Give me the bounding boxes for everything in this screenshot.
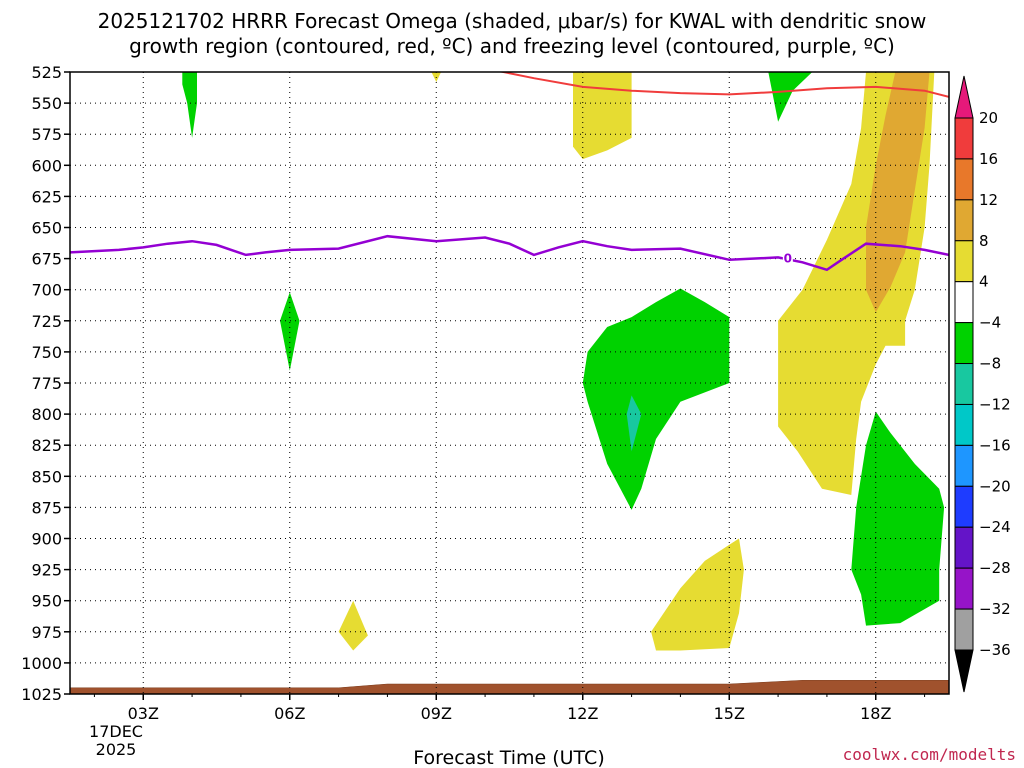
colorbar: 20 16 12 8 4 −4 −8 −12 −16 −20 −24 −28 −32 −36 — [954, 75, 1011, 693]
x-tick-label: 15Z — [714, 704, 745, 723]
colorbar-label: 12 — [979, 191, 998, 209]
colorbar-band — [954, 322, 974, 365]
y-tick-label: 925 — [31, 561, 62, 580]
dgz-contour-line — [498, 72, 949, 98]
omega-region-yellow-c — [573, 72, 632, 160]
x-axis-title: Forecast Time (UTC) — [413, 747, 604, 768]
y-tick-label: 825 — [31, 436, 62, 455]
y-tick-label: 525 — [31, 63, 62, 82]
colorbar-band — [954, 485, 974, 528]
omega-region-green-c — [582, 288, 730, 510]
colorbar-band — [954, 199, 974, 242]
y-tick-label: 950 — [31, 592, 62, 611]
y-tick-label: 975 — [31, 623, 62, 642]
colorbar-band — [954, 363, 974, 405]
colorbar-bottom-arrow — [954, 649, 974, 693]
omega-region-orange-a — [866, 72, 930, 313]
colorbar-label: −16 — [979, 436, 1011, 454]
colorbar-band — [954, 567, 974, 610]
y-tick-label: 675 — [31, 250, 62, 269]
y-tick-label: 850 — [31, 467, 62, 486]
terrain-fill — [70, 680, 949, 694]
x-tick-label: 09Z — [421, 704, 452, 723]
colorbar-band — [954, 403, 974, 446]
y-tick-label: 1000 — [21, 654, 62, 673]
colorbar-top-arrow — [954, 75, 974, 119]
omega-region-green-a — [182, 72, 197, 138]
omega-region-green-e — [851, 411, 945, 626]
y-tick-label: 600 — [31, 156, 62, 175]
colorbar-label: −36 — [979, 641, 1011, 659]
colorbar-band — [954, 240, 974, 283]
y-tick-label: 725 — [31, 312, 62, 331]
colorbar-band — [954, 117, 974, 160]
date-label-year: 2025 — [96, 740, 137, 759]
colorbar-band — [954, 526, 974, 569]
grid — [70, 72, 949, 694]
contour-lines: 0 — [70, 72, 949, 272]
freezing-level-label: 0 — [784, 252, 792, 266]
y-tick-label: 1025 — [21, 685, 62, 704]
y-tick-label: 575 — [31, 125, 62, 144]
colorbar-band — [954, 158, 974, 201]
x-tick-label: 03Z — [128, 704, 159, 723]
y-tick-label: 700 — [31, 281, 62, 300]
title-line-2: growth region (contoured, red, ºC) and f… — [129, 34, 895, 58]
colorbar-label: −24 — [979, 518, 1011, 536]
date-label-day: 17DEC — [89, 722, 143, 741]
omega-region-teal-a — [626, 395, 642, 452]
colorbar-label: −20 — [979, 477, 1011, 495]
colorbar-label: −4 — [979, 314, 1001, 332]
omega-shading — [70, 72, 949, 694]
colorbar-label: 20 — [979, 109, 998, 127]
omega-region-green-d — [768, 72, 813, 122]
y-axis: 525 550 575 600 625 650 675 700 725 750 775 800 825 8… — [21, 63, 70, 704]
credit-link[interactable]: coolwx.com/modelts — [843, 745, 1016, 764]
y-tick-label: 900 — [31, 530, 62, 549]
colorbar-label: −8 — [979, 355, 1001, 373]
x-axis: 03Z 06Z 09Z 12Z 15Z 18Z — [93, 694, 926, 723]
freezing-level-line — [70, 234, 949, 272]
freezing-label-bg — [782, 251, 793, 265]
colorbar-label: −12 — [979, 395, 1011, 413]
y-tick-label: 875 — [31, 498, 62, 517]
title-line-1: 2025121702 HRRR Forecast Omega (shaded, … — [98, 9, 927, 33]
y-tick-label: 750 — [31, 343, 62, 362]
colorbar-label: 4 — [979, 273, 989, 291]
colorbar-label: −32 — [979, 600, 1011, 618]
omega-region-yellow-a — [338, 600, 368, 651]
colorbar-label: −28 — [979, 559, 1011, 577]
colorbar-label: 16 — [979, 150, 998, 168]
x-tick-label: 12Z — [567, 704, 598, 723]
y-tick-label: 625 — [31, 187, 62, 206]
omega-region-yellow-d — [651, 538, 744, 651]
colorbar-band — [954, 281, 974, 324]
colorbar-label: 8 — [979, 232, 989, 250]
colorbar-band — [954, 444, 974, 487]
x-tick-label: 06Z — [274, 704, 305, 723]
omega-region-green-b — [280, 292, 300, 371]
x-tick-label: 18Z — [860, 704, 891, 723]
y-tick-label: 800 — [31, 405, 62, 424]
y-tick-label: 650 — [31, 219, 62, 238]
y-tick-label: 550 — [31, 94, 62, 113]
y-tick-label: 775 — [31, 374, 62, 393]
colorbar-band — [954, 608, 974, 651]
